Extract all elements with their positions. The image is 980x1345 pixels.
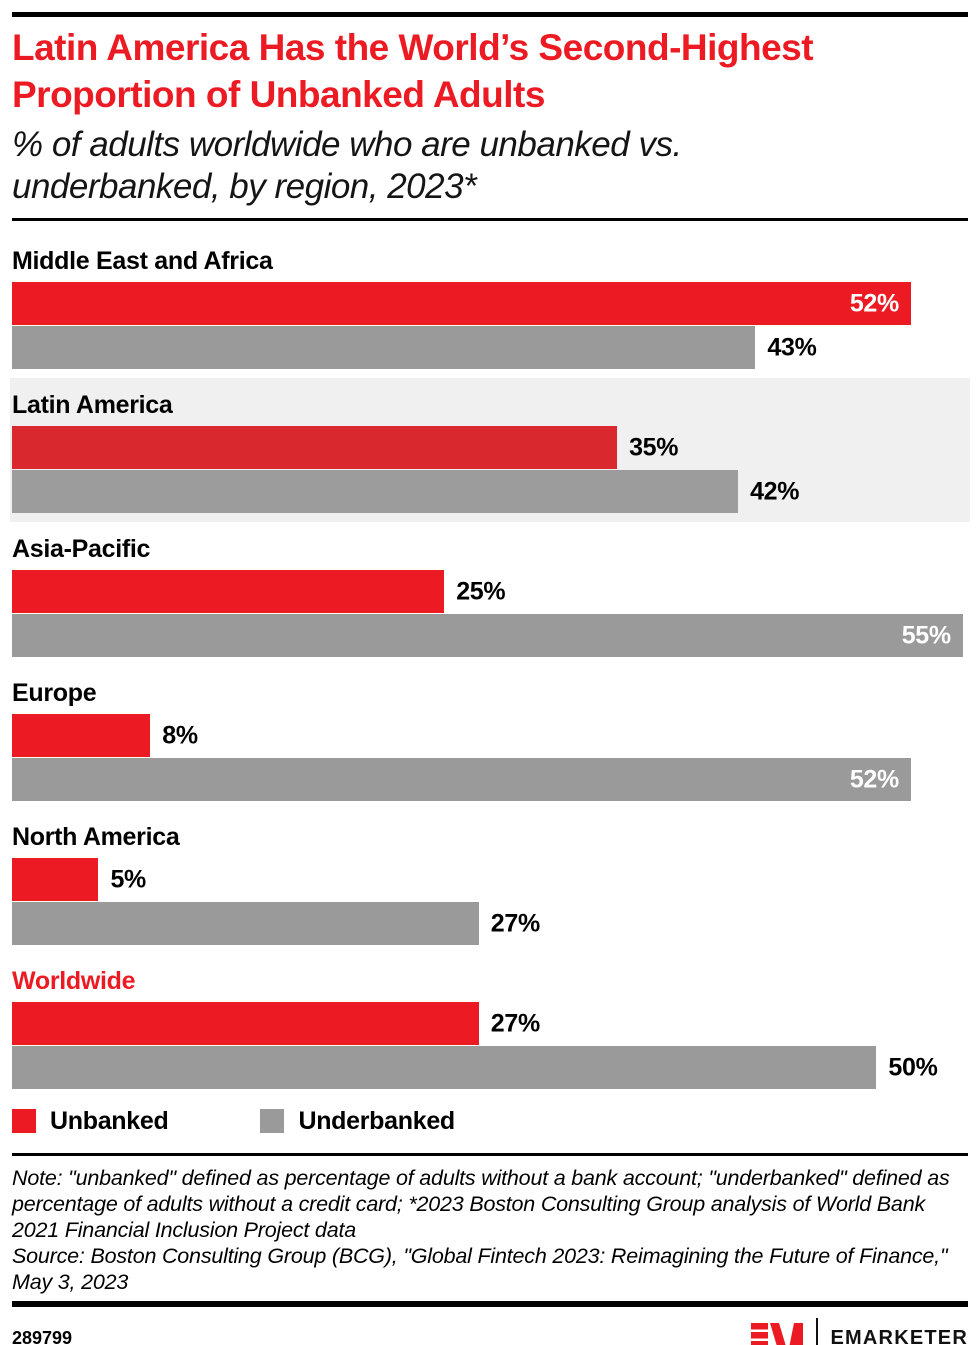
notes-block: Note: "unbanked" defined as percentage o… [12, 1165, 968, 1295]
legend-swatch-unbanked [12, 1109, 36, 1134]
bar-row-unbanked: 52% [12, 282, 968, 326]
bar-underbanked [12, 758, 911, 802]
bar-row-underbanked: 50% [12, 1046, 968, 1090]
chart-subtitle: % of adults worldwide who are unbanked v… [12, 125, 682, 207]
legend-label-unbanked: Unbanked [50, 1106, 169, 1135]
value-label-underbanked: 43% [767, 333, 817, 362]
region-label: North America [12, 823, 180, 852]
value-label-unbanked: 35% [629, 433, 679, 462]
value-label-underbanked: 50% [888, 1053, 938, 1082]
bar-unbanked [12, 1002, 479, 1046]
top-rule [12, 12, 968, 17]
value-label-underbanked: 52% [849, 765, 899, 794]
bar-underbanked [12, 326, 756, 370]
page-title: Latin America Has the World’s Second-Hig… [12, 27, 814, 115]
value-label-underbanked: 55% [901, 621, 951, 650]
logo-divider [815, 1318, 818, 1345]
bar-chart: Middle East and Africa 52% 43% Latin Amer… [10, 234, 970, 1098]
legend-item-underbanked: Underbanked [260, 1106, 455, 1136]
bar-row-underbanked: 43% [12, 326, 968, 370]
footer: 289799 EMARKETER [12, 1316, 968, 1345]
source-text: Source: Boston Consulting Group (BCG), "… [12, 1244, 948, 1295]
bar-underbanked [12, 1046, 877, 1090]
region-bars: 25% 55% [12, 570, 968, 658]
legend-swatch-underbanked [260, 1109, 285, 1134]
value-label-unbanked: 25% [456, 577, 506, 606]
region-section: North America 5% 27% [12, 810, 968, 954]
em-logo-icon [750, 1323, 803, 1345]
bar-row-unbanked: 5% [12, 858, 968, 902]
bar-underbanked [12, 470, 739, 514]
region-bars: 35% 42% [12, 426, 968, 514]
bar-row-unbanked: 25% [12, 570, 968, 614]
region-bars: 27% 50% [12, 1002, 968, 1090]
region-label: Worldwide [12, 967, 136, 996]
region-section: Asia-Pacific 25% 55% [12, 522, 968, 666]
note-divider [12, 1153, 968, 1157]
region-label: Middle East and Africa [12, 247, 273, 276]
legend-item-unbanked: Unbanked [12, 1106, 169, 1136]
region-label: Latin America [12, 391, 173, 420]
region-label: Asia-Pacific [12, 535, 151, 564]
bar-unbanked [12, 858, 99, 902]
header-divider [12, 218, 968, 222]
bar-underbanked [12, 902, 479, 946]
legend: Unbanked Underbanked [12, 1104, 968, 1138]
bar-row-underbanked: 52% [12, 758, 968, 802]
region-section: Middle East and Africa 52% 43% [12, 234, 968, 378]
bar-row-underbanked: 55% [12, 614, 968, 658]
bar-unbanked [12, 282, 911, 326]
region-section: Europe 8% 52% [12, 666, 968, 810]
region-bars: 8% 52% [12, 714, 968, 802]
bar-unbanked [12, 426, 618, 470]
brand-wordmark: EMARKETER [830, 1326, 968, 1345]
bar-underbanked [12, 614, 963, 658]
bar-row-unbanked: 27% [12, 1002, 968, 1046]
chart-id: 289799 [12, 1327, 73, 1345]
value-label-unbanked: 52% [849, 289, 899, 318]
region-bars: 5% 27% [12, 858, 968, 946]
brand-lockup: EMARKETER [750, 1318, 968, 1345]
bar-row-underbanked: 27% [12, 902, 968, 946]
note-text: Note: "unbanked" defined as percentage o… [12, 1166, 950, 1243]
region-bars: 52% 43% [12, 282, 968, 370]
legend-label-underbanked: Underbanked [298, 1106, 455, 1135]
bar-unbanked [12, 714, 151, 758]
bar-row-underbanked: 42% [12, 470, 968, 514]
bar-unbanked [12, 570, 445, 614]
bar-row-unbanked: 35% [12, 426, 968, 470]
region-label: Europe [12, 679, 97, 708]
region-section: Latin America 35% 42% [10, 378, 970, 523]
value-label-underbanked: 27% [490, 909, 540, 938]
value-label-underbanked: 42% [750, 477, 800, 506]
value-label-unbanked: 5% [110, 865, 146, 894]
value-label-unbanked: 27% [490, 1009, 540, 1038]
value-label-unbanked: 8% [162, 721, 198, 750]
footer-divider [12, 1301, 968, 1308]
region-section: Worldwide 27% 50% [12, 954, 968, 1098]
bar-row-unbanked: 8% [12, 714, 968, 758]
